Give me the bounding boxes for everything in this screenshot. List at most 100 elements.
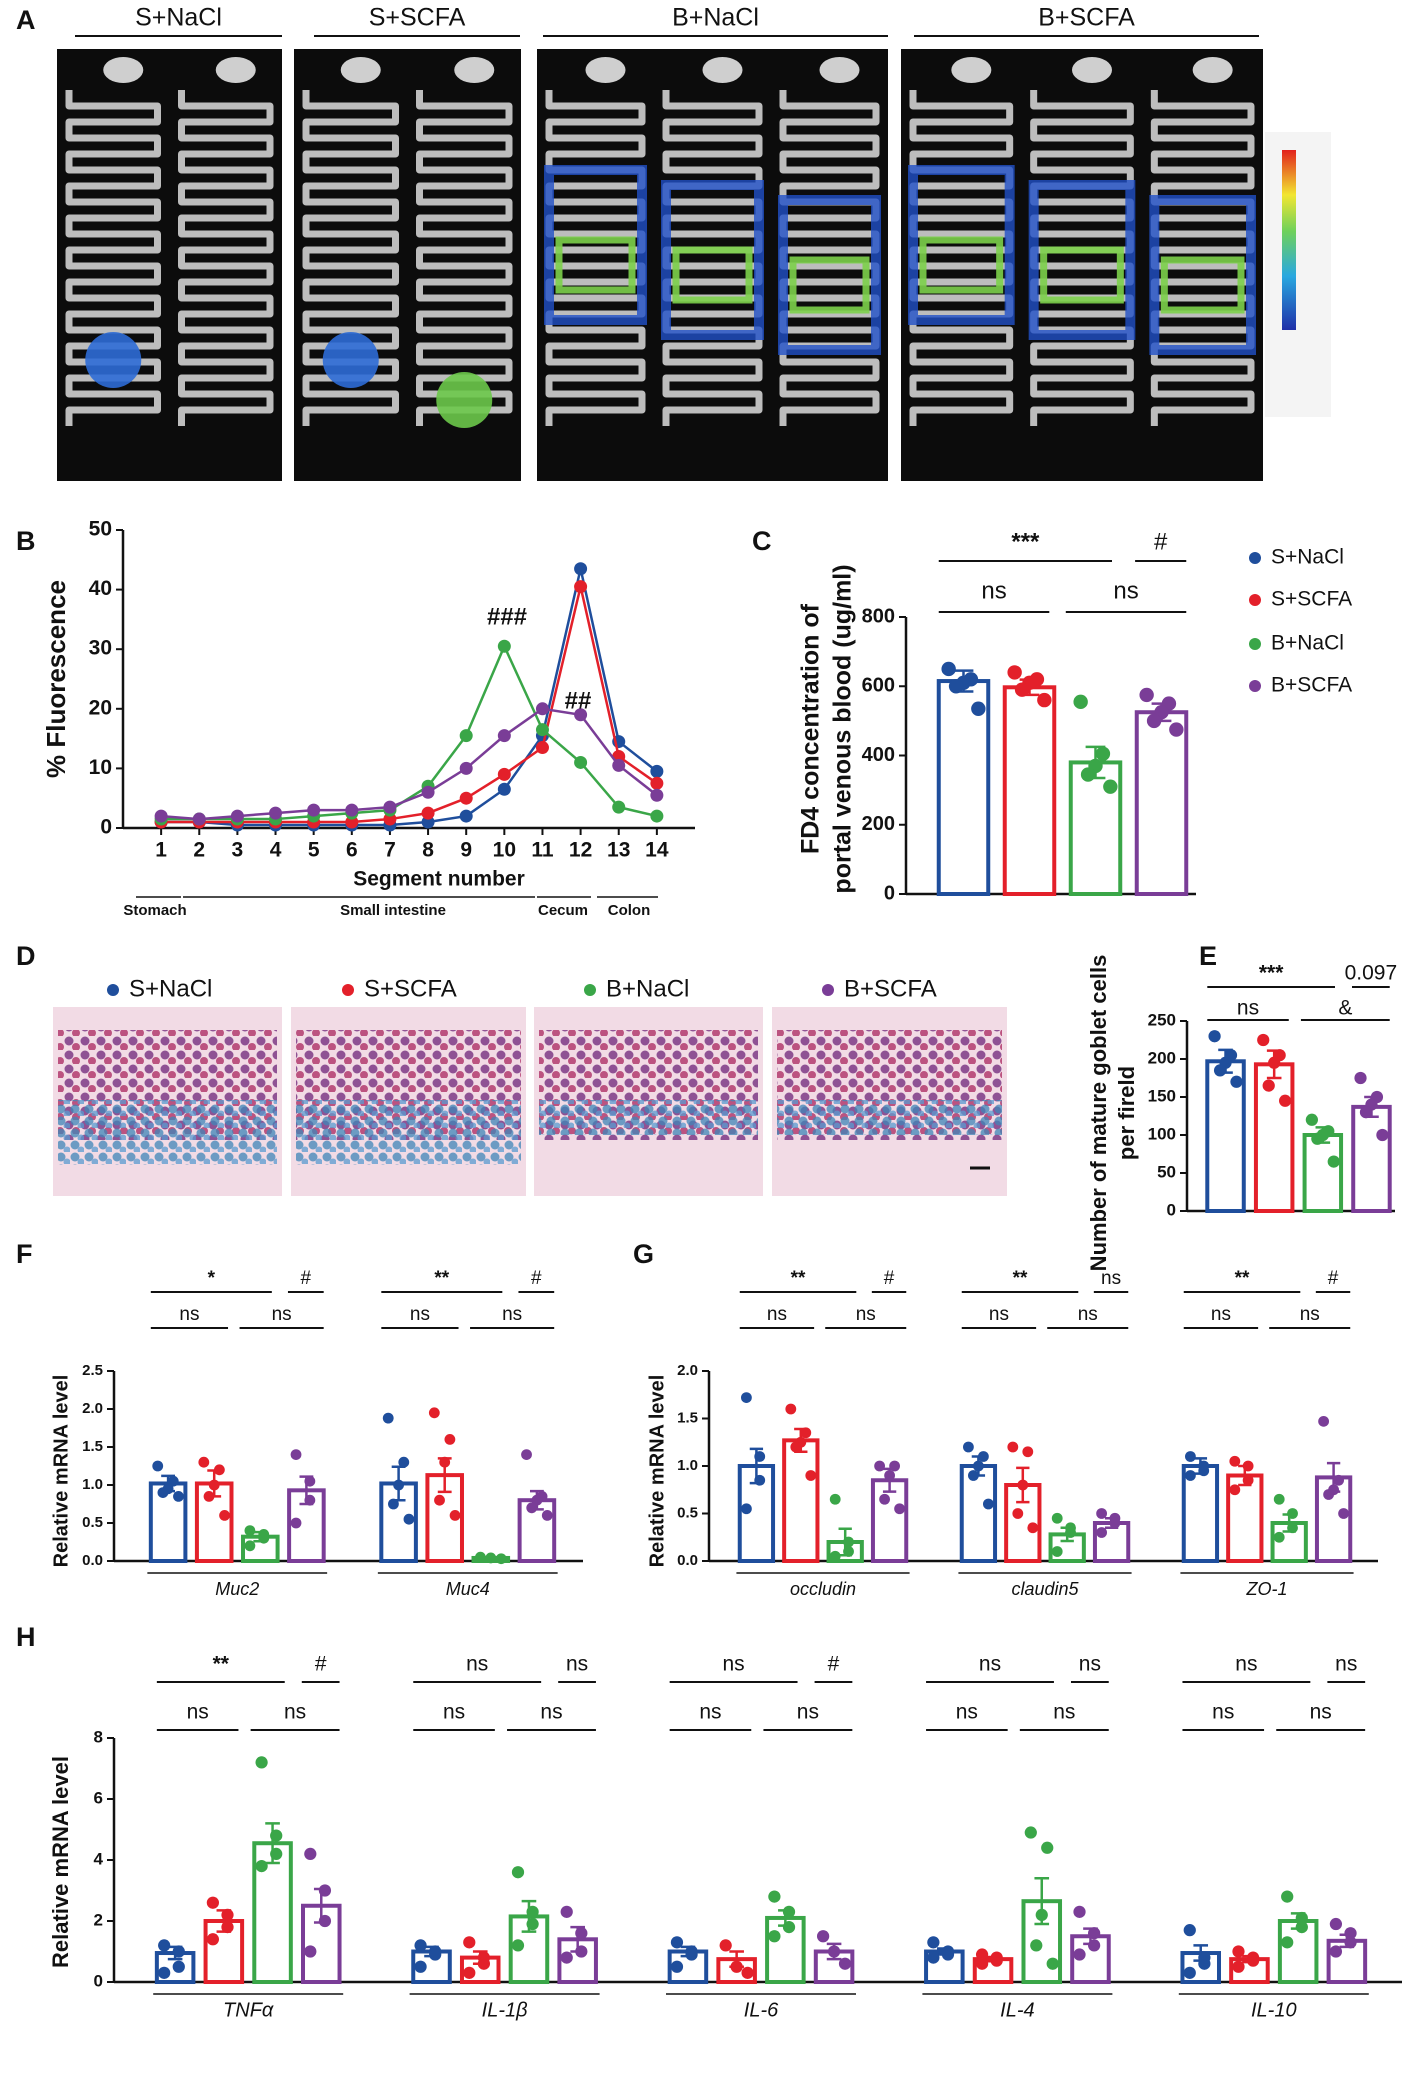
data-point [1080, 767, 1096, 782]
legend-dot [1249, 552, 1261, 564]
legend-dot [342, 984, 354, 996]
significance-label: ns [699, 1701, 721, 1724]
legend-label: B+NaCl [606, 975, 689, 1002]
stomach [215, 57, 256, 83]
data-point [1279, 1094, 1292, 1107]
legend-dot [1249, 594, 1261, 606]
x-tick-label: IL-10 [1251, 1999, 1297, 2021]
y-tick-label: 0.5 [82, 1514, 103, 1531]
data-point [1281, 1890, 1294, 1903]
x-tick-label: IL-6 [744, 1999, 779, 2021]
data-point [1273, 1531, 1285, 1543]
data-point [172, 1960, 185, 1973]
data-point [1281, 1936, 1294, 1949]
data-point [1305, 1113, 1318, 1126]
data-point [1318, 1415, 1330, 1427]
bar [1351, 1104, 1392, 1214]
data-point [1183, 1924, 1196, 1937]
y-tick-label: 1.0 [677, 1457, 698, 1474]
data-point [790, 1441, 802, 1453]
point [459, 729, 473, 743]
data-point [827, 1945, 841, 1958]
data-point [290, 1449, 302, 1460]
significance-label: ns [1113, 577, 1138, 604]
data-point [754, 1451, 766, 1462]
data-point [449, 1510, 461, 1521]
data-point [219, 1510, 230, 1521]
x-tick-label: 9 [460, 839, 472, 862]
point [574, 755, 588, 769]
panel-label: C [752, 526, 772, 556]
data-point [485, 1552, 497, 1564]
legend-label: B+NaCl [1271, 632, 1344, 655]
significance-label: ns [767, 1304, 787, 1325]
region-label: Stomach [123, 902, 186, 919]
y-tick-label: 400 [862, 744, 895, 766]
significance-label: ns [1053, 1701, 1075, 1724]
data-point [1041, 1841, 1054, 1854]
data-point [1088, 1927, 1101, 1940]
signal [1160, 256, 1245, 314]
significance-label: ns [1211, 1304, 1231, 1325]
data-point [477, 1957, 491, 1970]
y-axis-label: portal venous blood (ug/ml) [829, 564, 857, 893]
data-point [941, 1948, 955, 1961]
crypts-blue [58, 1100, 277, 1165]
point [497, 639, 511, 653]
intestine [416, 90, 513, 426]
data-point [1246, 1954, 1260, 1967]
annotation: ### [487, 603, 527, 630]
data-point [318, 1884, 332, 1897]
point [154, 809, 168, 823]
legend-label: S+NaCl [1271, 546, 1344, 569]
point [497, 767, 511, 781]
y-tick-label: 40 [89, 577, 112, 600]
data-point [158, 1939, 171, 1952]
data-point [173, 1491, 184, 1502]
y-tick-label: 2 [94, 1910, 103, 1929]
data-point [172, 1945, 185, 1958]
data-point [270, 1847, 283, 1861]
y-axis-label: Relative mRNA level [646, 1375, 668, 1568]
data-point [829, 1493, 841, 1505]
intestine [302, 90, 399, 426]
stomach [454, 57, 495, 83]
x-tick-label: 14 [645, 839, 669, 862]
data-point [1333, 1474, 1344, 1486]
data-point [879, 1493, 891, 1505]
significance-label: # [531, 1268, 542, 1289]
signal [322, 332, 379, 388]
signal [555, 236, 636, 294]
data-point [382, 1412, 394, 1424]
data-point [1229, 1455, 1241, 1467]
data-point [1017, 1479, 1029, 1491]
significance-label: # [828, 1653, 840, 1676]
point [574, 708, 588, 722]
data-point [1088, 1939, 1101, 1952]
point [459, 791, 473, 805]
significance-label: ns [981, 577, 1006, 604]
point [345, 815, 359, 829]
data-point [221, 1920, 234, 1934]
significance-label: * [208, 1268, 216, 1289]
data-point [963, 1441, 974, 1453]
data-point [1073, 694, 1088, 710]
significance-label: # [884, 1268, 895, 1289]
data-point [244, 1525, 256, 1536]
data-point [1232, 1945, 1245, 1958]
stomach [702, 57, 743, 83]
data-point [304, 1475, 316, 1487]
y-tick-label: 2.0 [82, 1400, 103, 1417]
point [345, 803, 359, 817]
legend-dot [1249, 638, 1261, 650]
data-point [1096, 1527, 1108, 1538]
panel-label: G [633, 1239, 654, 1269]
data-point [927, 1936, 940, 1949]
chart: C 0 200 400 600 800 FD4 concentration of portal… [752, 526, 1352, 904]
region-label: Colon [608, 902, 651, 919]
data-point [560, 1905, 573, 1918]
data-point [575, 1945, 588, 1958]
point [230, 809, 244, 823]
significance-label: ns [1237, 997, 1259, 1020]
